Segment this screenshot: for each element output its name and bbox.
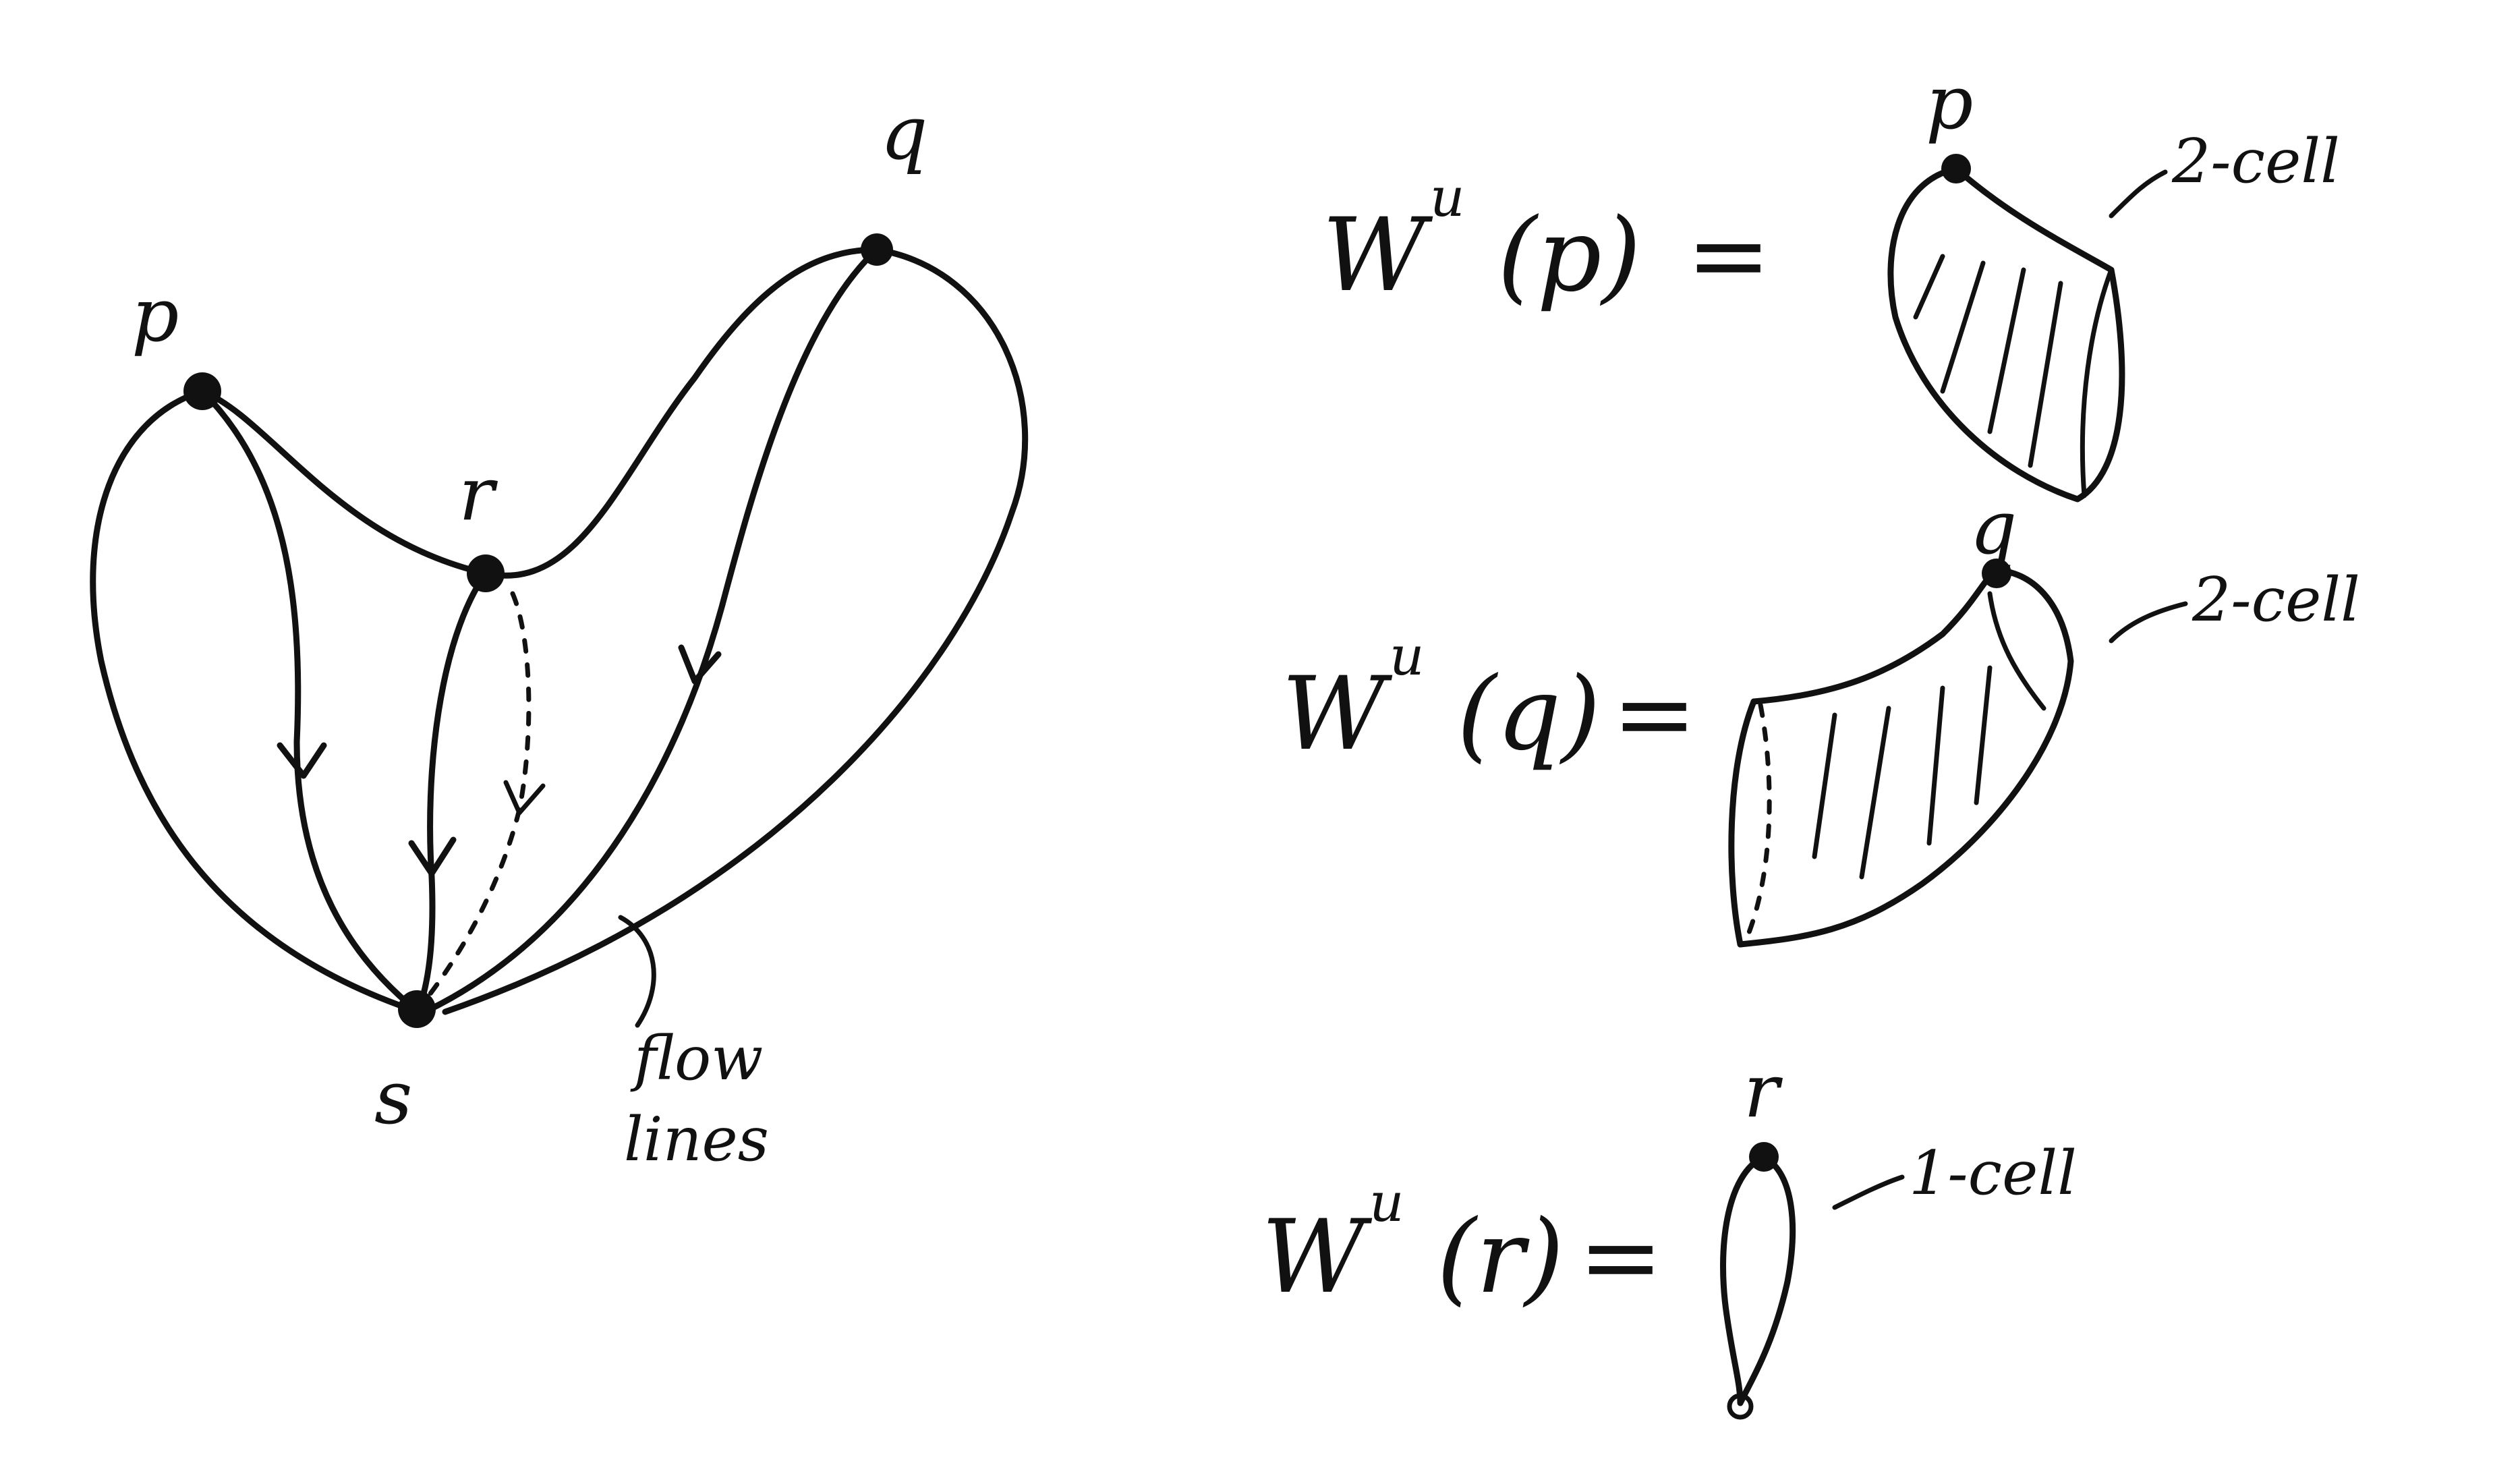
critical-point-q	[861, 233, 893, 266]
cell-q-back-edge	[1728, 698, 1757, 948]
cell-p-top-label: p	[1926, 59, 1973, 146]
cell-q-hidden-edge	[1744, 702, 1772, 940]
cell-p-outline	[1887, 165, 2125, 503]
arrow-p-s	[277, 742, 327, 779]
row-wu-r-arg: (r)	[1437, 1199, 1564, 1316]
row-wu-q-sup: u	[1390, 625, 1425, 687]
outer-boundary-right	[442, 246, 1029, 1015]
cell-q-label: 2-cell	[2192, 565, 2360, 635]
flow-line-p-s	[199, 388, 422, 1015]
cell-p-hatch-4	[2028, 281, 2063, 468]
arrow-q-s	[678, 644, 722, 685]
cell-r-leader	[1832, 1174, 1905, 1210]
label-s: s	[374, 1054, 412, 1141]
arrow-r-s-hidden	[503, 780, 546, 816]
label-q: q	[880, 90, 927, 176]
cell-q-hatch-3	[1926, 685, 1945, 846]
annotation-brace	[618, 915, 656, 1028]
critical-point-r	[467, 554, 505, 592]
row-wu-r: W u (r) = r 1-cell	[1261, 1048, 2077, 1420]
flow-line-q-s	[422, 246, 880, 1015]
row-wu-p-W: W	[1322, 197, 1433, 314]
row-wu-q-arg: (q)	[1457, 656, 1601, 773]
critical-point-p	[183, 372, 221, 410]
cell-q-hatch-4	[1974, 665, 1993, 805]
outer-boundary-left	[90, 388, 422, 1015]
cell-q-outline	[1737, 567, 2074, 948]
cell-q-point	[1982, 559, 2011, 588]
cell-r-endpoint	[1727, 1393, 1754, 1420]
row-wu-r-eq: =	[1578, 1199, 1663, 1316]
annotation-lines: lines	[624, 1104, 769, 1175]
row-wu-p: W u (p) = p 2-cell	[1322, 59, 2340, 503]
cell-p-hatch-3	[1987, 267, 2026, 434]
cell-r-top-label: r	[1744, 1048, 1783, 1134]
label-p: p	[132, 272, 179, 358]
cell-p-rim	[2080, 267, 2114, 498]
row-wu-q-eq: =	[1612, 656, 1697, 773]
row-wu-q: W u (q) = q 2-cell	[1282, 484, 2360, 948]
cell-q-hatch-2	[1859, 706, 1891, 880]
cell-q-leader	[2109, 601, 2188, 644]
row-wu-r-sup: u	[1369, 1171, 1404, 1234]
cell-p-point	[1941, 154, 1971, 183]
cell-p-label: 2-cell	[2171, 126, 2340, 197]
row-wu-p-sup: u	[1430, 166, 1465, 229]
row-wu-p-arg: (p)	[1497, 197, 1641, 314]
cell-p-hatch-1	[1913, 254, 1945, 320]
upper-curve	[199, 246, 880, 579]
cell-r-point	[1749, 1142, 1779, 1172]
cell-q-hatch-5	[1987, 591, 2046, 711]
flow-surface: p q r s flow lines	[90, 90, 1029, 1175]
cell-q-hatch-1	[1812, 712, 1837, 859]
cell-p-hatch-2	[1940, 260, 1986, 394]
cell-r-label: 1-cell	[1909, 1138, 2077, 1209]
cell-q-top-label: q	[1970, 484, 2017, 571]
row-wu-q-W: W	[1282, 656, 1393, 773]
label-r: r	[459, 451, 498, 537]
cell-p-leader	[2109, 169, 2168, 219]
flow-line-r-s	[415, 570, 489, 1015]
critical-point-s	[398, 990, 436, 1028]
annotation-flow: flow	[630, 1023, 763, 1094]
cell-r-loop	[1720, 1153, 1796, 1406]
row-wu-r-W: W	[1261, 1199, 1373, 1316]
row-wu-p-eq: =	[1686, 197, 1771, 314]
arrow-r-s	[408, 836, 457, 877]
